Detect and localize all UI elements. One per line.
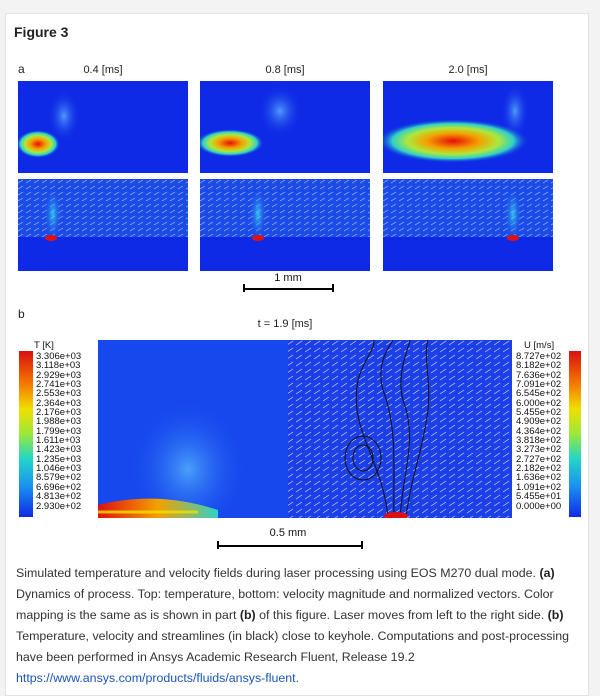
velocity-tick-5: 6.000e+02 [516,397,562,409]
velocity-unit: U [m/s] [524,340,555,351]
velocity-colorbar [569,351,581,517]
temperature-tick-11: 1.235e+03 [36,453,82,465]
temperature-tick-12: 1.046e+03 [36,463,82,475]
scalebar-b-tick-left [217,541,219,549]
velocity-tick-12: 2.182e+02 [516,463,562,475]
scalebar-a-label: 1 mm [274,272,302,284]
temp-unit: T [K] [34,340,54,351]
figure-title: Figure 3 [14,24,69,40]
figure-caption: Simulated temperature and velocity field… [16,563,572,689]
velocity-tick-14: 1.091e+02 [516,481,562,493]
temperature-tick-6: 2.176e+03 [36,407,82,419]
temperature-tick-16: 2.930e+02 [36,500,82,512]
scalebar-a-tick-left [243,284,245,292]
temperature-tick-4: 2.553e+03 [36,388,82,400]
caption-bold-b2: (b) [547,608,564,622]
caption-text-2: Dynamics of process. Top: temperature, b… [16,587,554,622]
velocity-tick-1: 8.182e+02 [516,360,562,372]
caption-bold-b: (b) [239,608,256,622]
velocity-tick-11: 2.727e+02 [516,453,562,465]
scalebar-b-tick-right [361,541,363,549]
temperature-field-1 [18,81,188,173]
velocity-field-3 [383,179,553,271]
temperature-tick-9: 1.611e+03 [36,435,81,447]
velocity-tick-6: 5.455e+02 [516,407,562,419]
velocity-tick-7: 4.909e+02 [516,416,562,428]
velocity-tick-15: 5.455e+01 [516,491,562,503]
velocity-tick-8: 4.364e+02 [516,425,562,437]
scalebar-a [243,288,334,290]
velocity-field-1 [18,179,188,271]
temperature-tick-14: 6.696e+02 [36,481,82,493]
ansys-fluent-link[interactable]: https://www.ansys.com/products/fluids/an… [16,671,300,685]
velocity-tick-labels: 8.727e+02 8.182e+02 7.636e+02 7.091e+02 6.54… [516,352,561,511]
velocity-tick-2: 7.636e+02 [516,369,562,381]
temperature-tick-15: 4.813e+02 [36,491,82,503]
temperature-tick-3: 2.741e+03 [36,379,82,391]
velocity-tick-16: 0.000e+00 [516,500,562,512]
velocity-tick-10: 3.273e+02 [516,444,562,456]
time-label-3: 2.0 [ms] [448,64,488,76]
time-label-1: 0.4 [ms] [83,64,123,76]
temperature-field-3 [383,81,553,173]
caption-bold-a: (a) [539,566,555,580]
caption-text-4: Temperature, velocity and streamlines (i… [16,629,570,664]
temperature-tick-8: 1.799e+03 [36,425,82,437]
caption-text-1: Simulated temperature and velocity field… [16,566,540,580]
velocity-tick-9: 3.818e+02 [516,435,562,447]
panel-a-label: a [18,62,25,76]
panel-b-label: b [18,307,25,321]
velocity-field-2 [200,179,370,271]
temperature-tick-5: 2.364e+03 [36,397,82,409]
temperature-tick-13: 8.579e+02 [36,472,82,484]
scalebar-b [217,545,363,547]
temperature-tick-7: 1.988e+03 [36,416,82,428]
caption-text-3: of this figure. Laser moves from left to… [255,608,548,622]
temperature-colorbar [19,351,33,517]
temperature-tick-labels: 3.306e+03 3.118e+03 2.929e+03 2.741e+03 2.55… [36,352,81,511]
temperature-tick-1: 3.118e+03 [36,360,81,372]
temperature-tick-10: 1.423e+03 [36,444,82,456]
velocity-tick-13: 1.636e+02 [516,472,562,484]
scalebar-a-tick-right [332,284,334,292]
panel-b-time: t = 1.9 [ms] [257,318,313,330]
temperature-tick-2: 2.929e+03 [36,369,82,381]
velocity-tick-3: 7.091e+02 [516,379,562,391]
temperature-velocity-field [98,340,512,518]
velocity-tick-4: 6.545e+02 [516,388,562,400]
scalebar-b-label: 0.5 mm [269,527,307,539]
velocity-tick-0: 8.727e+02 [516,351,562,362]
temperature-field-2 [200,81,370,173]
temperature-tick-0: 3.306e+03 [36,351,82,362]
time-label-2: 0.8 [ms] [265,64,305,76]
